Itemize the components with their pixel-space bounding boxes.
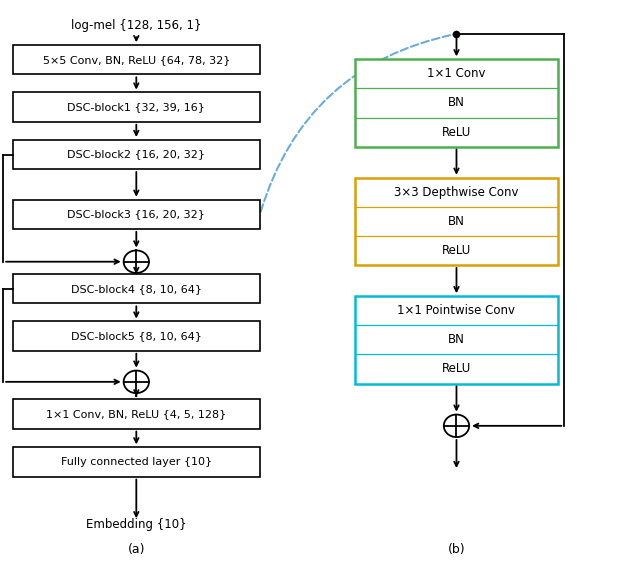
FancyBboxPatch shape	[355, 296, 558, 384]
Text: Embedding {10}: Embedding {10}	[86, 518, 186, 531]
Text: 1×1 Conv: 1×1 Conv	[427, 67, 486, 80]
Text: log-mel {128, 156, 1}: log-mel {128, 156, 1}	[71, 19, 202, 32]
Text: DSC-block3 {16, 20, 32}: DSC-block3 {16, 20, 32}	[67, 209, 205, 219]
Text: DSC-block5 {8, 10, 64}: DSC-block5 {8, 10, 64}	[71, 331, 202, 341]
Text: BN: BN	[448, 333, 465, 346]
FancyBboxPatch shape	[13, 45, 260, 74]
FancyBboxPatch shape	[13, 200, 260, 229]
FancyBboxPatch shape	[13, 92, 260, 122]
FancyBboxPatch shape	[13, 140, 260, 169]
Text: BN: BN	[448, 215, 465, 228]
FancyBboxPatch shape	[13, 399, 260, 429]
Text: (b): (b)	[448, 543, 465, 557]
FancyBboxPatch shape	[13, 321, 260, 351]
Text: ReLU: ReLU	[442, 363, 471, 376]
FancyBboxPatch shape	[355, 178, 558, 265]
Text: DSC-block2 {16, 20, 32}: DSC-block2 {16, 20, 32}	[67, 149, 205, 160]
Text: BN: BN	[448, 96, 465, 109]
Text: ReLU: ReLU	[442, 244, 471, 257]
Text: 1×1 Pointwise Conv: 1×1 Pointwise Conv	[398, 304, 515, 317]
FancyBboxPatch shape	[13, 274, 260, 303]
Text: 3×3 Depthwise Conv: 3×3 Depthwise Conv	[394, 186, 519, 199]
Text: DSC-block4 {8, 10, 64}: DSC-block4 {8, 10, 64}	[71, 284, 202, 294]
FancyBboxPatch shape	[355, 59, 558, 147]
Text: Fully connected layer {10}: Fully connected layer {10}	[61, 457, 212, 467]
Text: ReLU: ReLU	[442, 126, 471, 139]
Text: 5×5 Conv, BN, ReLU {64, 78, 32}: 5×5 Conv, BN, ReLU {64, 78, 32}	[42, 55, 230, 65]
Text: 1×1 Conv, BN, ReLU {4, 5, 128}: 1×1 Conv, BN, ReLU {4, 5, 128}	[46, 409, 226, 419]
FancyBboxPatch shape	[13, 447, 260, 477]
Text: DSC-block1 {32, 39, 16}: DSC-block1 {32, 39, 16}	[67, 102, 205, 112]
Text: (a): (a)	[127, 543, 145, 557]
